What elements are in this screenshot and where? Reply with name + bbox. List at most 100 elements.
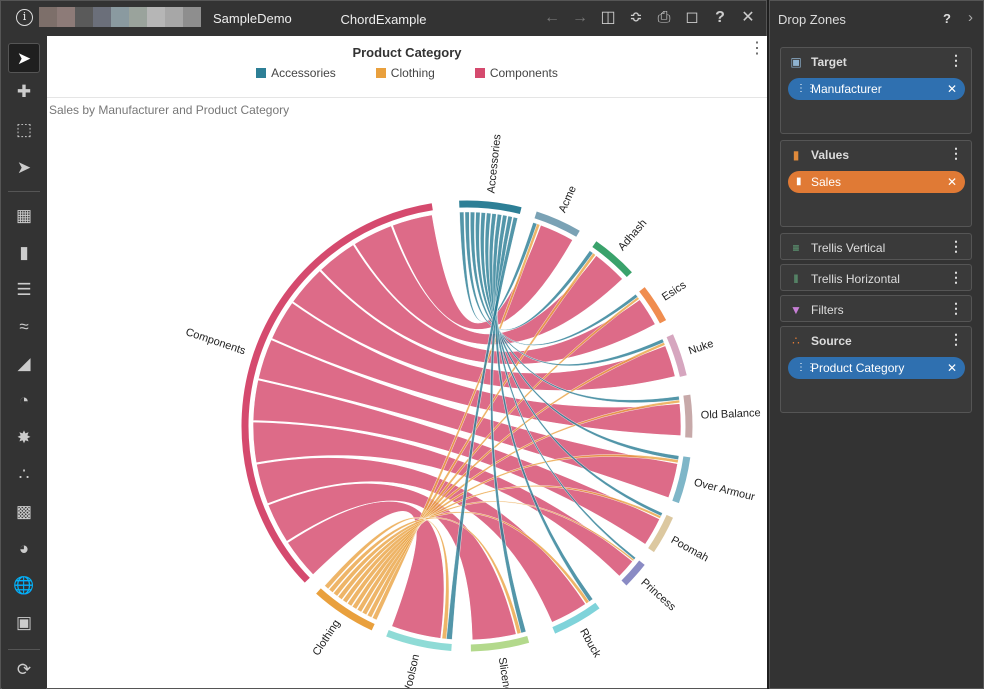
- zone-source[interactable]: ∴ Source ⋮ ⋮⋮ Product Category ✕: [780, 326, 972, 413]
- legend-swatch: [256, 68, 267, 78]
- zone-menu-icon[interactable]: ⋮: [949, 52, 963, 68]
- components-ribbon[interactable]: [287, 501, 445, 639]
- column-chart-icon[interactable]: ▮: [19, 243, 29, 262]
- target-icon: ▣: [790, 55, 802, 69]
- save-icon[interactable]: ◫: [600, 9, 616, 26]
- group-arc[interactable]: [534, 211, 580, 237]
- blurred-avatar: [39, 7, 201, 27]
- group-arc[interactable]: [241, 203, 433, 583]
- scatter-chart-icon[interactable]: ∴: [18, 465, 30, 484]
- forward-icon[interactable]: →: [572, 9, 588, 26]
- zone-target[interactable]: ▣ Target ⋮ ⋮⋮ Manufacturer ✕: [780, 47, 972, 134]
- group-arc[interactable]: [470, 636, 530, 652]
- group-label: Old Balance: [701, 407, 761, 422]
- info-icon[interactable]: i: [16, 9, 33, 26]
- group-arc[interactable]: [552, 602, 600, 634]
- components-ribbon[interactable]: [271, 302, 682, 437]
- grip-icon[interactable]: ⋮⋮: [796, 83, 816, 94]
- app-name: SampleDemo: [213, 11, 292, 26]
- remove-icon[interactable]: ✕: [946, 361, 957, 375]
- zone-values[interactable]: ▮ Values ⋮ ▮ Sales ✕: [780, 140, 972, 227]
- map-icon[interactable]: 🌐: [13, 576, 35, 595]
- components-ribbon[interactable]: [354, 225, 623, 345]
- chart-subtitle: Sales by Manufacturer and Product Catego…: [49, 103, 290, 117]
- zone-trellis-horizontal[interactable]: ‖ Trellis Horizontal ⋮: [780, 264, 972, 291]
- drill-pointer-icon[interactable]: ➤: [16, 158, 32, 177]
- radar-chart-icon[interactable]: ✸: [16, 428, 32, 447]
- line-chart-icon[interactable]: ≈: [19, 317, 29, 336]
- group-arc[interactable]: [639, 287, 667, 324]
- zone-label: Source: [811, 334, 852, 348]
- group-label: Components: [184, 326, 247, 357]
- components-ribbon[interactable]: [320, 244, 656, 365]
- group-arc[interactable]: [316, 588, 375, 631]
- accessories-ribbon[interactable]: [480, 212, 680, 403]
- accessories-ribbon[interactable]: [489, 213, 663, 517]
- grid-chart-icon[interactable]: ▦: [15, 206, 33, 225]
- group-label: Over Armour: [693, 477, 757, 504]
- settings-chart-icon[interactable]: ⟳: [16, 660, 32, 679]
- chip-label: Manufacturer: [811, 82, 882, 96]
- legend-item-accessories[interactable]: Accessories: [256, 66, 336, 80]
- group-arc[interactable]: [683, 394, 693, 438]
- box-select-icon[interactable]: ⬚: [15, 120, 33, 139]
- accessories-ribbon[interactable]: [446, 216, 518, 640]
- bar-chart-icon[interactable]: ☰: [16, 280, 32, 299]
- values-icon: ▮: [792, 148, 800, 162]
- components-ribbon[interactable]: [252, 421, 634, 577]
- chip-sales[interactable]: ▮ Sales ✕: [788, 171, 965, 193]
- components-ribbon[interactable]: [267, 483, 517, 641]
- connect-icon[interactable]: ◻: [685, 9, 699, 26]
- accessories-ribbon[interactable]: [484, 212, 680, 461]
- zone-menu-icon[interactable]: ⋮: [949, 331, 963, 347]
- grip-icon[interactable]: ⋮⋮: [796, 362, 816, 373]
- group-arc[interactable]: [666, 334, 687, 377]
- components-ribbon[interactable]: [392, 214, 574, 330]
- help-icon[interactable]: ?: [943, 11, 951, 26]
- remove-icon[interactable]: ✕: [946, 175, 957, 189]
- area-chart-icon[interactable]: ◢: [17, 354, 31, 373]
- chord-diagram[interactable]: Accessories Acme Adhash Esics Nuke Old Balanc…: [47, 36, 767, 688]
- back-icon[interactable]: ←: [544, 9, 560, 26]
- group-label: Acme: [557, 184, 579, 215]
- group-arc[interactable]: [592, 241, 632, 278]
- remove-icon[interactable]: ✕: [946, 82, 957, 96]
- legend-item-clothing[interactable]: Clothing: [375, 66, 435, 80]
- bar-icon: ▮: [796, 176, 802, 187]
- legend-item-components[interactable]: Components: [474, 66, 558, 80]
- group-arc[interactable]: [672, 456, 691, 504]
- accessories-ribbon[interactable]: [464, 211, 594, 331]
- components-ribbon[interactable]: [252, 379, 661, 545]
- accessories-ribbon[interactable]: [459, 211, 538, 323]
- help-icon[interactable]: ?: [715, 9, 725, 26]
- chevron-right-icon[interactable]: ›: [968, 9, 973, 26]
- add-pointer-icon[interactable]: ✚: [16, 82, 32, 101]
- drop-zones-title: Drop Zones: [778, 12, 846, 27]
- chip-manufacturer[interactable]: ⋮⋮ Manufacturer ✕: [788, 78, 965, 100]
- custom-visual-icon[interactable]: ▣: [15, 613, 33, 632]
- group-arc[interactable]: [621, 560, 645, 586]
- zone-trellis-vertical[interactable]: ≡ Trellis Vertical ⋮: [780, 233, 972, 260]
- group-arc[interactable]: [648, 514, 674, 553]
- zone-menu-icon[interactable]: ⋮: [949, 145, 963, 161]
- chart-menu-icon[interactable]: ⋮: [749, 40, 765, 57]
- group-label: Adhash: [616, 217, 650, 253]
- tool-rail: ➤ ✚ ⬚ ➤ ▦ ▮ ☰ ≈ ◢ ◔ ✸ ∴ ▩ ◕ 🌐 ▣ ⟳: [2, 35, 46, 689]
- treemap-icon[interactable]: ▩: [15, 502, 33, 521]
- group-arc[interactable]: [386, 629, 452, 651]
- print-icon[interactable]: ⎙: [657, 9, 671, 26]
- pie-chart-icon[interactable]: ◔: [18, 391, 30, 410]
- close-icon[interactable]: ✕: [741, 9, 755, 26]
- chart-canvas: Accessories Acme Adhash Esics Nuke Old Balanc…: [47, 36, 767, 688]
- zone-menu-icon[interactable]: ⋮: [949, 269, 963, 285]
- components-ribbon[interactable]: [292, 270, 676, 391]
- select-pointer-icon[interactable]: ➤: [8, 43, 40, 73]
- zone-menu-icon[interactable]: ⋮: [949, 300, 963, 316]
- zone-filters[interactable]: ▼ Filters ⋮: [780, 295, 972, 322]
- group-arc[interactable]: [459, 200, 522, 214]
- zone-menu-icon[interactable]: ⋮: [949, 238, 963, 254]
- share-icon[interactable]: ≎: [629, 9, 643, 26]
- chip-product-category[interactable]: ⋮⋮ Product Category ✕: [788, 357, 965, 379]
- components-ribbon[interactable]: [256, 457, 587, 623]
- gauge-icon[interactable]: ◕: [18, 539, 30, 558]
